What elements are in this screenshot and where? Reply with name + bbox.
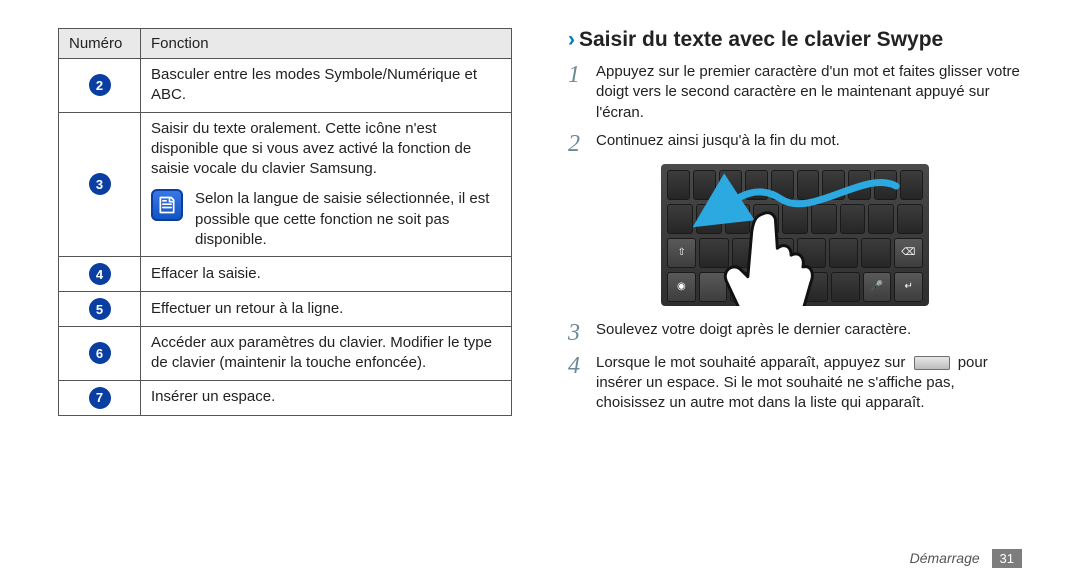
- table-row: 3 Saisir du texte oralement. Cette icône…: [59, 112, 512, 257]
- footer-page-number: 31: [992, 549, 1022, 568]
- row-text: Basculer entre les modes Symbole/Numériq…: [151, 65, 501, 106]
- row-text: Saisir du texte oralement. Cette icône n…: [151, 119, 501, 180]
- swype-key-icon: ◉: [667, 272, 696, 302]
- row-text: Insérer un espace.: [151, 387, 501, 407]
- step-text: Appuyez sur le premier caractère d'un mo…: [596, 62, 1022, 123]
- table-row: 7 Insérer un espace.: [59, 380, 512, 415]
- table-row: 4 Effacer la saisie.: [59, 257, 512, 292]
- note-icon: [151, 189, 183, 221]
- table-row: 2 Basculer entre les modes Symbole/Numér…: [59, 59, 512, 113]
- functions-table: Numéro Fonction 2 Basculer entre les mod…: [58, 28, 512, 416]
- step-number: 1: [568, 62, 596, 123]
- left-column: Numéro Fonction 2 Basculer entre les mod…: [0, 0, 540, 586]
- step-text: Soulevez votre doigt après le dernier ca…: [596, 320, 911, 345]
- shift-key-icon: ⇧: [667, 238, 696, 268]
- table-row: 6 Accéder aux paramètres du clavier. Mod…: [59, 327, 512, 381]
- step-4: 4 Lorsque le mot souhaité apparaît, appu…: [568, 353, 1022, 414]
- step-3: 3 Soulevez votre doigt après le dernier …: [568, 320, 1022, 345]
- section-heading: ›Saisir du texte avec le clavier Swype: [568, 28, 1022, 52]
- step-number: 2: [568, 131, 596, 156]
- row-number-badge: 2: [89, 74, 111, 96]
- swype-illustration: ⇧ ⌫ ◉ 🎤↵: [568, 164, 1022, 310]
- right-column: ›Saisir du texte avec le clavier Swype 1…: [540, 0, 1080, 586]
- space-key-icon: [914, 356, 950, 370]
- step4-text-a: Lorsque le mot souhaité apparaît, appuye…: [596, 354, 910, 371]
- step-1: 1 Appuyez sur le premier caractère d'un …: [568, 62, 1022, 123]
- th-numero: Numéro: [59, 29, 141, 59]
- step-number: 3: [568, 320, 596, 345]
- chevron-icon: ›: [568, 28, 575, 51]
- enter-key-icon: ↵: [894, 272, 923, 302]
- page-footer: Démarrage 31: [910, 549, 1022, 568]
- row-number-badge: 6: [89, 342, 111, 364]
- step-number: 4: [568, 353, 596, 414]
- row-number-badge: 5: [89, 298, 111, 320]
- step-text: Continuez ainsi jusqu'à la fin du mot.: [596, 131, 840, 156]
- mic-key-icon: 🎤: [863, 272, 892, 302]
- heading-text: Saisir du texte avec le clavier Swype: [579, 28, 943, 51]
- row-number-badge: 4: [89, 263, 111, 285]
- table-row: 5 Effectuer un retour à la ligne.: [59, 292, 512, 327]
- note-block: Selon la langue de saisie sélectionnée, …: [151, 189, 501, 250]
- backspace-key-icon: ⌫: [894, 238, 923, 268]
- row-text: Effacer la saisie.: [151, 264, 501, 284]
- note-text: Selon la langue de saisie sélectionnée, …: [195, 189, 501, 250]
- footer-section: Démarrage: [910, 550, 980, 566]
- hand-icon: [715, 204, 820, 306]
- step-text: Lorsque le mot souhaité apparaît, appuye…: [596, 353, 1022, 414]
- step-2: 2 Continuez ainsi jusqu'à la fin du mot.: [568, 131, 1022, 156]
- row-number-badge: 3: [89, 173, 111, 195]
- row-number-badge: 7: [89, 387, 111, 409]
- row-text: Effectuer un retour à la ligne.: [151, 299, 501, 319]
- row-text: Accéder aux paramètres du clavier. Modif…: [151, 333, 501, 374]
- th-fonction: Fonction: [141, 29, 512, 59]
